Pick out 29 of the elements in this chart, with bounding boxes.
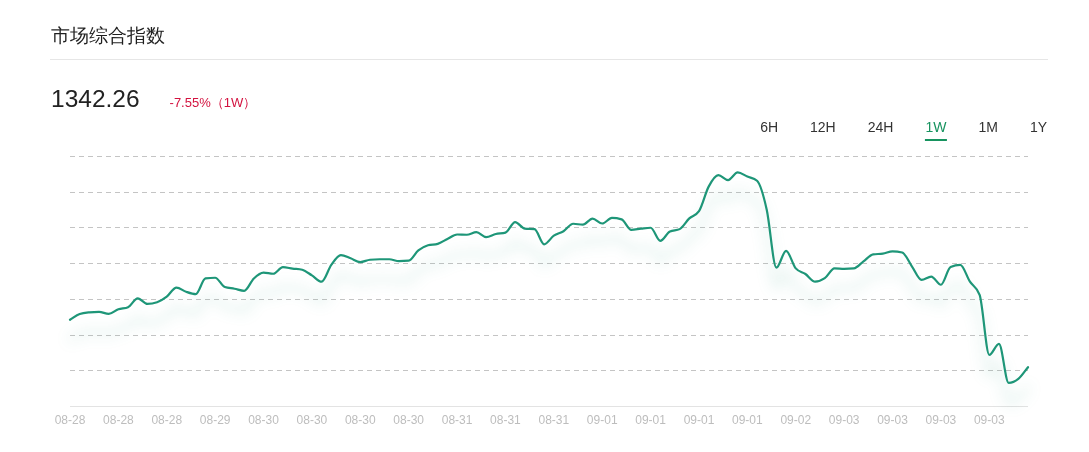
x-tick: 09-03 — [877, 413, 908, 427]
x-tick: 08-30 — [296, 413, 328, 427]
x-tick: 08-29 — [199, 413, 231, 427]
x-tick: 09-03 — [828, 413, 860, 427]
range-label: 1Y — [1029, 119, 1047, 135]
x-tick: 09-01 — [732, 413, 763, 427]
x-tick: 08-31 — [538, 413, 570, 427]
subtitle: 1342.26 — [51, 85, 140, 112]
x-tick: 08-30 — [248, 413, 279, 427]
range-label: 24H — [867, 119, 894, 135]
x-tick: 09-03 — [973, 413, 1005, 427]
annotation: -7.55%（1W） — [169, 95, 257, 110]
x-tick: 09-01 — [683, 413, 715, 427]
range-label: 12H — [810, 119, 836, 135]
title: 市场综合指数 — [51, 25, 165, 46]
range-label: 6H — [760, 119, 779, 135]
x-tick: 08-28 — [151, 413, 183, 427]
x-tick: 08-31 — [490, 413, 521, 427]
x-tick: 09-01 — [635, 413, 666, 427]
x-tick: 08-30 — [344, 413, 376, 427]
x-tick: 08-28 — [103, 413, 134, 427]
range-label: 1M — [978, 119, 998, 135]
x-tick: 08-31 — [441, 413, 473, 427]
x-tick: 09-01 — [586, 413, 618, 427]
x-tick: 08-28 — [54, 413, 86, 427]
x-tick: 08-30 — [393, 413, 425, 427]
range-label: 1W — [925, 119, 947, 135]
x-tick: 09-03 — [925, 413, 957, 427]
x-tick: 09-02 — [780, 413, 812, 427]
